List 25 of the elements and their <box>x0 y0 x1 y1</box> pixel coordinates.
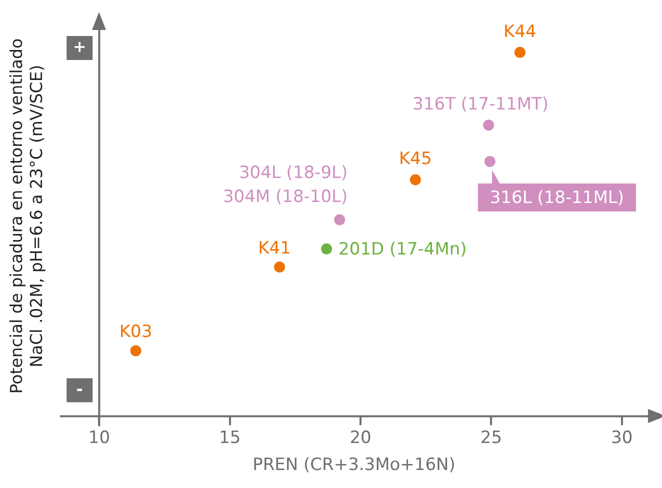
x-tick-label: 15 <box>219 428 241 448</box>
x-tick-label: 25 <box>480 428 502 448</box>
annotation: 201D (17-4Mn) <box>338 239 467 260</box>
annotation: + <box>72 37 86 56</box>
annotation: K44 <box>504 22 536 42</box>
annotation: 316L (18-11ML) <box>490 188 624 208</box>
annotation: K45 <box>399 149 432 170</box>
point <box>514 46 526 58</box>
y-axis-title: Potencial de picadura en entorno ventilado NaCl .02M, pH=6.6 a 23°C (mV/SCE) <box>7 38 46 394</box>
x-axis-title: PREN (CR+3.3Mo+16N) <box>252 455 456 476</box>
point <box>130 345 142 356</box>
annotation: K03 <box>119 322 152 342</box>
annotation: 316T (17-11MT) <box>412 94 549 115</box>
point <box>321 243 332 254</box>
point <box>410 174 421 186</box>
point <box>274 262 286 273</box>
x-tick-label: 10 <box>88 428 110 448</box>
annotation: 304L (18-9L) 304M (18-10L) <box>222 163 348 208</box>
point <box>484 156 496 168</box>
point <box>334 214 346 226</box>
x-tick-label: 20 <box>350 428 372 448</box>
point <box>483 120 494 131</box>
annotation: K41 <box>258 238 291 258</box>
annotation: - <box>76 379 83 398</box>
x-tick-label: 30 <box>611 428 633 448</box>
